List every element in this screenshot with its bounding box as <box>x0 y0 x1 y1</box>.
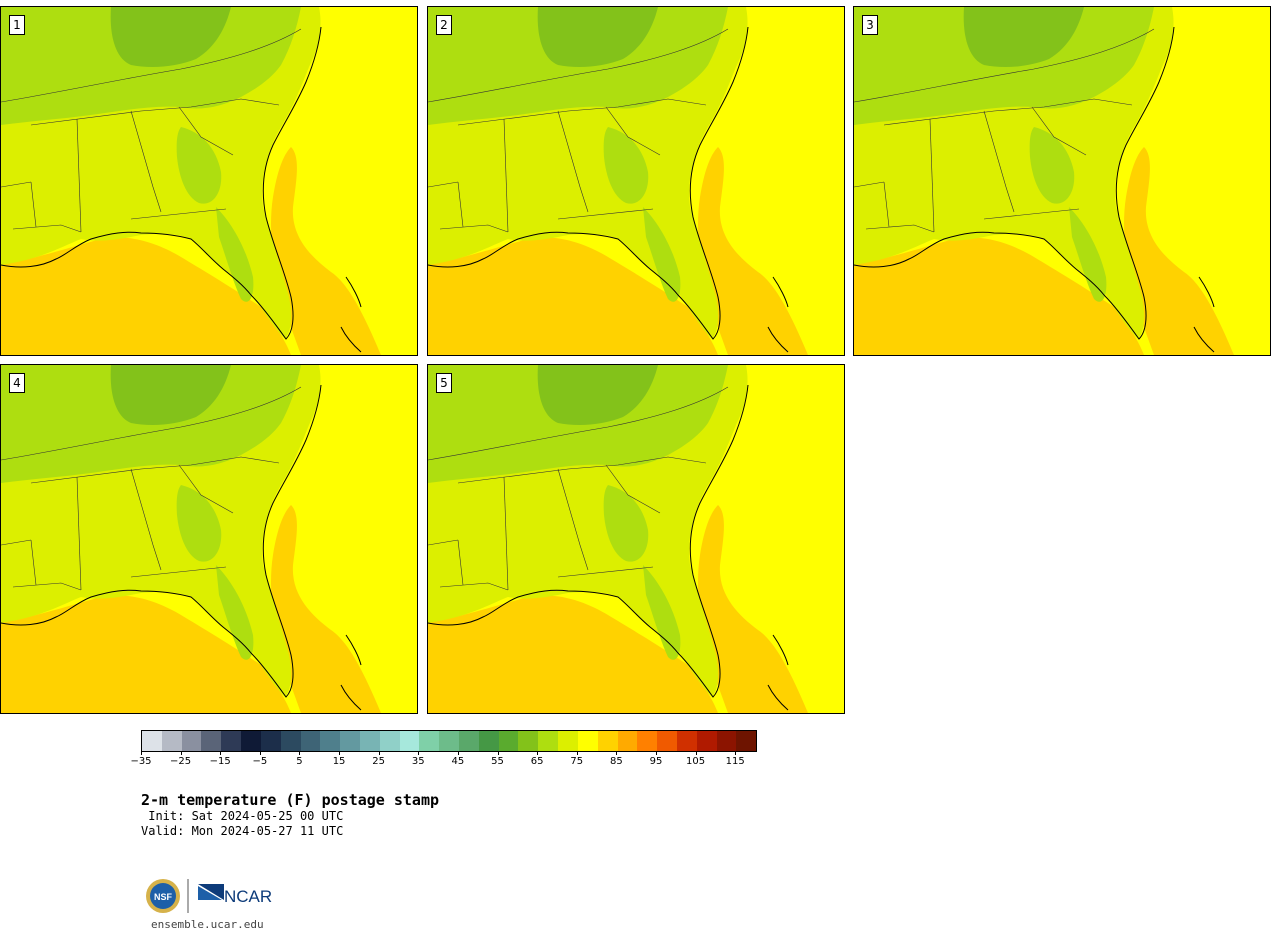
colorbar-tick-label: 35 <box>411 756 425 767</box>
temperature-colorbar <box>141 730 757 752</box>
colorbar-tick-label: 55 <box>491 756 504 767</box>
colorbar-tick <box>655 751 657 755</box>
colorbar-swatch <box>379 731 400 751</box>
ensemble-member-2-panel: 2 <box>427 6 845 356</box>
colorbar-tick <box>576 751 578 755</box>
colorbar-swatch <box>201 731 222 751</box>
colorbar-tick-label: 95 <box>649 756 663 767</box>
colorbar-tick-label: 5 <box>296 756 303 767</box>
colorbar-tick-label: 15 <box>332 756 346 767</box>
colorbar-tick <box>259 751 261 755</box>
colorbar-swatch <box>419 731 440 751</box>
colorbar-tick <box>141 751 142 755</box>
colorbar-tick-label: 65 <box>530 756 544 767</box>
colorbar-tick <box>418 751 420 755</box>
colorbar-tick <box>378 751 380 755</box>
colorbar-tick <box>616 751 618 755</box>
plot-title: 2-m temperature (F) postage stamp <box>141 791 440 809</box>
colorbar-swatch <box>161 731 182 751</box>
colorbar-tick-label: 45 <box>451 756 465 767</box>
temperature-map <box>1 365 417 713</box>
svg-text:NSF: NSF <box>154 892 173 902</box>
panel-number-label: 3 <box>862 15 878 35</box>
colorbar-swatch <box>241 731 261 751</box>
colorbar-swatch <box>577 731 598 751</box>
colorbar-tick <box>299 751 301 755</box>
colorbar-swatch <box>538 731 559 751</box>
nsf-logo-icon: NSF <box>146 879 180 913</box>
colorbar-swatch <box>736 731 757 751</box>
colorbar-tick-label: −15 <box>209 756 231 767</box>
panel-number-label: 2 <box>436 15 452 35</box>
colorbar-swatch <box>439 731 459 751</box>
colorbar-swatch <box>657 731 677 751</box>
colorbar-swatch <box>696 731 717 751</box>
colorbar-tick-label: 85 <box>609 756 623 767</box>
colorbar-swatch <box>320 731 341 751</box>
colorbar-swatch <box>498 731 519 751</box>
colorbar-swatch <box>359 731 380 751</box>
ncar-logo-icon: NCAR <box>198 884 272 906</box>
ensemble-member-3-panel: 3 <box>853 6 1271 356</box>
colorbar-swatch <box>300 731 321 751</box>
colorbar-swatch <box>478 731 499 751</box>
ensemble-member-1-panel: 1 <box>0 6 418 356</box>
colorbar-tick-label: 25 <box>372 756 386 767</box>
colorbar-swatch <box>558 731 578 751</box>
temperature-map <box>1 7 417 355</box>
colorbar-tick-label: −5 <box>252 756 268 767</box>
colorbar-swatch <box>597 731 618 751</box>
colorbar-swatch <box>637 731 658 751</box>
colorbar-swatch <box>518 731 539 751</box>
temperature-map <box>428 7 844 355</box>
colorbar-swatch <box>142 731 162 751</box>
panel-number-label: 5 <box>436 373 452 393</box>
colorbar-tick <box>695 751 697 755</box>
colorbar-tick-label: −35 <box>130 756 152 767</box>
colorbar-tick <box>735 751 737 755</box>
colorbar-tick-label: 115 <box>725 756 745 767</box>
colorbar-swatch <box>617 731 638 751</box>
ensemble-member-5-panel: 5 <box>427 364 845 714</box>
temperature-map <box>428 365 844 713</box>
colorbar-tick <box>457 751 459 755</box>
colorbar-tick-label: −25 <box>170 756 192 767</box>
colorbar-tick-label: 105 <box>686 756 706 767</box>
nsf-ncar-logos: NSF NCAR <box>146 879 272 913</box>
colorbar-swatch <box>459 731 479 751</box>
colorbar-tick <box>220 751 222 755</box>
colorbar-swatch <box>280 731 301 751</box>
colorbar-swatch <box>260 731 281 751</box>
colorbar-tick <box>537 751 539 755</box>
colorbar-ticks: −35 −25 −15 −5 5 15 25 35 45 55 65 75 85 95 105 115 <box>130 751 757 775</box>
website-url: ensemble.ucar.edu <box>151 918 264 931</box>
valid-time: Valid: Mon 2024-05-27 11 UTC <box>141 824 344 838</box>
colorbar-swatch <box>676 731 697 751</box>
svg-text:NCAR: NCAR <box>224 887 272 906</box>
ensemble-member-4-panel: 4 <box>0 364 418 714</box>
colorbar-swatch <box>221 731 242 751</box>
panel-number-label: 4 <box>9 373 25 393</box>
init-time: Init: Sat 2024-05-25 00 UTC <box>141 809 344 823</box>
colorbar-tick <box>497 751 499 755</box>
colorbar-swatch <box>716 731 737 751</box>
colorbar-swatch <box>399 731 420 751</box>
panel-number-label: 1 <box>9 15 25 35</box>
temperature-map <box>854 7 1270 355</box>
colorbar-tick <box>339 751 341 755</box>
colorbar-swatch <box>340 731 360 751</box>
colorbar-tick <box>180 751 182 755</box>
colorbar-swatch <box>181 731 202 751</box>
colorbar-tick-label: 75 <box>570 756 584 767</box>
